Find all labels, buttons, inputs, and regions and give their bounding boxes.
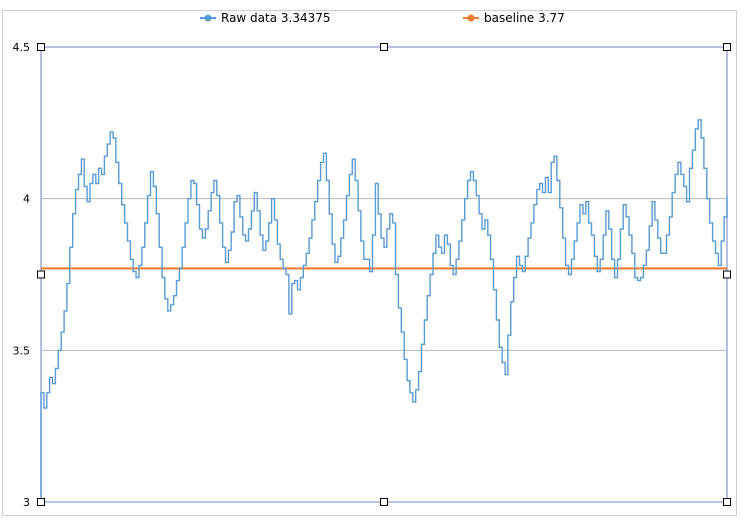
y-tick-label: 4 [23,193,30,206]
selection-handle [37,43,45,51]
legend-label-raw: Raw data 3.34375 [221,11,331,25]
axes [40,46,728,503]
gridlines [41,198,727,351]
legend-item-raw: Raw data 3.34375 [200,11,331,25]
y-tick-labels: 3 3.5 4 4.5 [13,41,31,509]
legend-marker-raw [204,14,212,22]
series-layer [40,119,728,502]
y-tick-label: 4.5 [13,41,31,54]
y-tick-label: 3 [23,496,30,509]
selection-handle [723,43,731,51]
legend-item-baseline: baseline 3.77 [463,11,565,25]
legend: Raw data 3.34375 baseline 3.77 [200,11,565,25]
series-line-raw-data [40,119,728,502]
y-tick-label: 3.5 [13,344,31,357]
selection-handle [723,498,731,506]
selection-handle [37,270,45,279]
selection-handles [37,43,731,506]
selection-handle [380,43,388,51]
legend-label-baseline: baseline 3.77 [484,11,565,25]
selection-handle [37,498,45,506]
selection-handle [723,270,731,279]
chart-frame [2,10,737,516]
selection-handle [380,498,388,506]
legend-marker-baseline [467,14,475,22]
